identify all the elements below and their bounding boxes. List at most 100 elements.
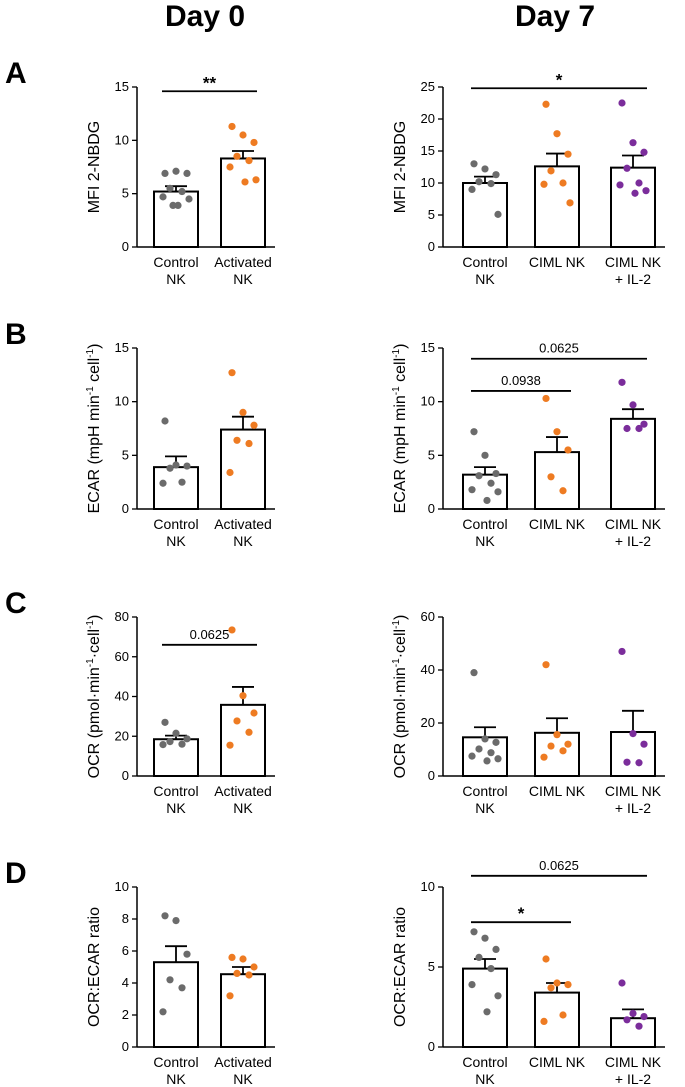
data-point (540, 180, 548, 188)
column-title-day0: Day 0 (165, 0, 246, 33)
data-point (468, 981, 476, 989)
y-axis-label: MFI 2-NBDG (86, 121, 103, 213)
data-point (178, 478, 186, 486)
panel-label-c: C (5, 587, 27, 620)
data-point (183, 950, 191, 958)
x-tick-label: CIML NK (529, 1054, 586, 1070)
bar (220, 703, 266, 777)
data-point (161, 912, 169, 920)
data-point (468, 185, 476, 193)
data-point (172, 167, 180, 175)
data-point (623, 164, 631, 172)
x-tick-label: NK (233, 800, 253, 816)
y-axis-label: MFI 2-NBDG (392, 121, 409, 213)
data-point (640, 148, 648, 156)
data-point (245, 439, 253, 448)
data-point (239, 131, 247, 139)
data-point (174, 201, 182, 209)
y-tick-label: 15 (115, 79, 129, 94)
data-point (640, 740, 648, 748)
x-tick-label: + IL-2 (615, 800, 651, 816)
bar (534, 451, 580, 511)
x-tick-label: Activated (214, 254, 272, 270)
data-point (492, 171, 500, 179)
data-point (618, 378, 626, 386)
column-title-day7: Day 7 (515, 0, 596, 33)
significance-label: 0.0625 (190, 627, 230, 642)
data-point (483, 496, 491, 505)
bar (153, 961, 199, 1049)
x-tick-label: NK (166, 271, 186, 287)
data-point (564, 740, 572, 748)
y-axis-label: ECAR (mpH min-1 cell-1) (391, 344, 409, 514)
x-tick-label: Activated (214, 1054, 272, 1070)
significance-label: 0.0938 (501, 373, 541, 388)
y-tick-label: 6 (122, 943, 129, 958)
y-tick-label: 15 (421, 143, 435, 158)
y-tick-label: 10 (115, 132, 129, 147)
data-point (631, 189, 639, 197)
data-point (618, 99, 626, 107)
data-point (183, 735, 191, 743)
y-tick-label: 5 (122, 447, 129, 462)
data-point (492, 738, 500, 746)
data-point (566, 199, 574, 207)
x-tick-label: Control (153, 254, 198, 270)
data-point (487, 479, 495, 487)
x-tick-label: NK (166, 800, 186, 816)
significance-label: * (518, 904, 525, 923)
data-point (494, 992, 502, 1000)
data-point (233, 152, 241, 160)
bar (534, 165, 580, 248)
data-point (547, 473, 555, 481)
y-tick-label: 0 (428, 768, 435, 783)
data-point (553, 428, 561, 436)
data-point (542, 661, 550, 669)
x-tick-label: NK (166, 533, 186, 549)
y-tick-label: 4 (122, 975, 129, 990)
data-point (618, 647, 626, 656)
data-point (252, 176, 260, 184)
x-tick-label: NK (233, 533, 253, 549)
data-point (172, 461, 180, 469)
data-point (487, 749, 495, 757)
bar (610, 417, 656, 510)
data-point (481, 934, 489, 942)
y-axis-label: OCR (pmol·min-1·cell-1) (85, 615, 103, 779)
data-point (245, 728, 253, 736)
data-point (183, 169, 191, 177)
x-tick-label: Control (462, 516, 507, 532)
y-tick-label: 0 (428, 239, 435, 254)
data-point (226, 741, 234, 749)
y-tick-label: 0 (122, 768, 129, 783)
x-tick-label: NK (233, 1071, 253, 1087)
x-tick-label: + IL-2 (615, 1071, 651, 1087)
data-point (475, 953, 483, 962)
y-tick-label: 5 (428, 959, 435, 974)
data-point (161, 417, 169, 425)
x-tick-label: Control (153, 1054, 198, 1070)
data-point (483, 757, 491, 765)
x-tick-label: Control (153, 516, 198, 532)
data-point (159, 193, 167, 201)
data-point (481, 165, 489, 173)
data-point (159, 740, 167, 749)
data-point (250, 963, 258, 971)
significance-label: 0.0625 (539, 858, 579, 873)
y-tick-label: 25 (421, 79, 435, 94)
data-point (228, 369, 236, 377)
data-point (492, 469, 500, 478)
data-point (564, 446, 572, 454)
y-tick-label: 40 (115, 689, 129, 704)
data-point (616, 181, 624, 189)
data-point (470, 928, 478, 936)
data-point (239, 692, 247, 700)
data-point (166, 184, 174, 192)
y-tick-label: 60 (421, 609, 435, 624)
x-tick-label: NK (166, 1071, 186, 1087)
y-tick-label: 0 (428, 1039, 435, 1054)
